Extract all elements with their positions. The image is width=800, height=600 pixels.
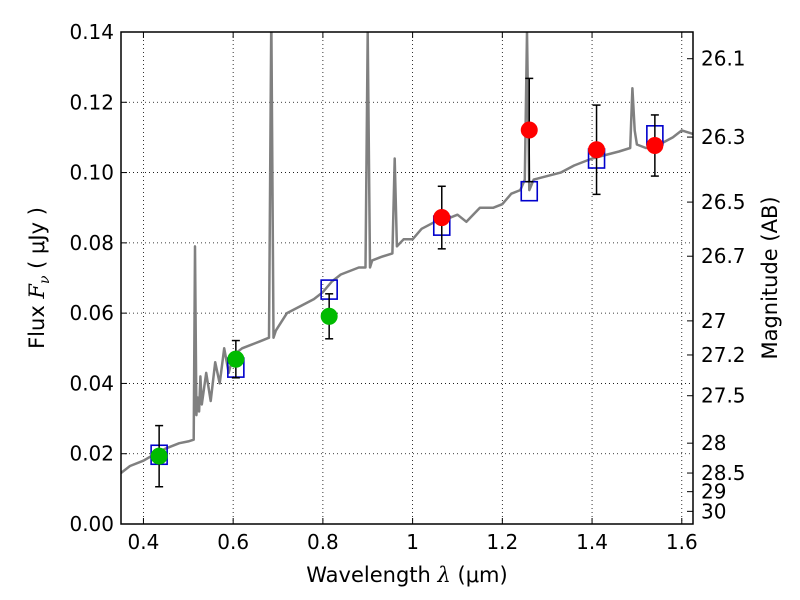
y2-axis-label: Magnitude (AB) <box>758 196 782 359</box>
y-axis-label: Flux Fν ( μJy ) <box>25 207 53 349</box>
observed-point-red <box>433 209 451 227</box>
y2-tick-label: 27 <box>701 309 726 333</box>
observed-point-red <box>588 141 606 159</box>
y2-tick-label: 28.5 <box>701 461 746 485</box>
x-tick-label: 1.4 <box>576 530 608 554</box>
plot-frame <box>120 31 694 525</box>
x-tick-label: 0.4 <box>128 530 160 554</box>
y-tick-label: 0.00 <box>69 512 114 536</box>
y2-tick-label: 26.7 <box>701 244 746 268</box>
x-tick-label: 1 <box>406 530 419 554</box>
observed-point-red <box>646 137 664 155</box>
y-tick-labels: 0.00 0.02 0.04 0.06 0.08 0.10 0.12 0.14 <box>69 20 114 536</box>
x-tick-label: 0.6 <box>217 530 249 554</box>
x-axis-label: Wavelength λ (μm) <box>306 563 507 587</box>
y2-tick-label: 30 <box>701 499 726 523</box>
y2-tick-label: 28 <box>701 431 726 455</box>
y2-tick-label: 26.5 <box>701 190 746 214</box>
ticks <box>121 31 693 525</box>
spectrum-line <box>121 32 693 474</box>
y2-tick-label: 27.5 <box>701 384 746 408</box>
x-tick-labels: 0.4 0.6 0.8 1 1.2 1.4 1.6 <box>128 530 698 554</box>
grid <box>121 32 693 524</box>
plot-area <box>121 32 693 488</box>
observed-point-green <box>150 447 168 465</box>
y2-tick-label: 26.3 <box>701 125 746 149</box>
y-tick-label: 0.04 <box>69 371 114 395</box>
y-tick-label: 0.10 <box>69 161 114 185</box>
observed-point-red <box>520 121 538 139</box>
observed-point-green <box>320 307 338 325</box>
x-tick-label: 0.8 <box>307 530 339 554</box>
x-tick-label: 1.6 <box>666 530 698 554</box>
y-tick-label: 0.02 <box>69 442 114 466</box>
y-tick-label: 0.12 <box>69 90 114 114</box>
y-tick-label: 0.08 <box>69 231 114 255</box>
observed-point-green <box>227 350 245 368</box>
y2-tick-label: 29 <box>701 480 726 504</box>
y-tick-label: 0.14 <box>69 20 114 44</box>
y2-tick-label: 26.1 <box>701 47 746 71</box>
y2-tick-label: 27.2 <box>701 343 746 367</box>
x-tick-label: 1.2 <box>486 530 518 554</box>
y-tick-label: 0.06 <box>69 301 114 325</box>
